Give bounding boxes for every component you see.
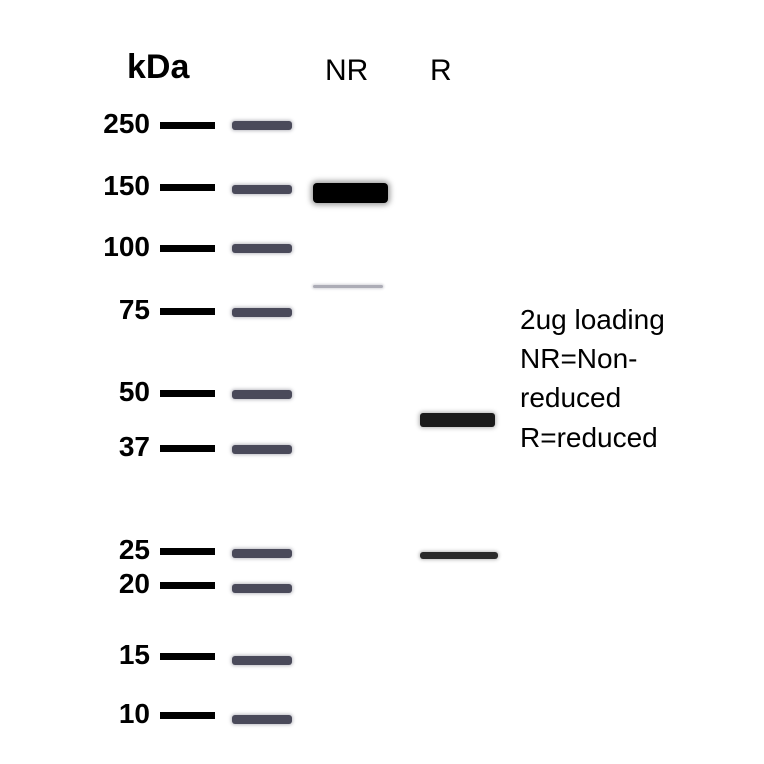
mw-tick-75 [160, 308, 215, 315]
mw-label-15: 15 [80, 639, 150, 671]
mw-label-10: 10 [80, 698, 150, 730]
ladder-band-15 [232, 656, 292, 665]
mw-label-50: 50 [80, 376, 150, 408]
annotation-line-1: NR=Non- [520, 339, 665, 378]
mw-tick-250 [160, 122, 215, 129]
unit-label: kDa [127, 48, 189, 87]
mw-tick-15 [160, 653, 215, 660]
ladder-band-37 [232, 445, 292, 454]
gel-figure: kDa NR R 250 150 100 75 50 37 25 20 15 1… [0, 0, 764, 764]
nr-band-1 [313, 285, 383, 288]
mw-label-250: 250 [80, 108, 150, 140]
ladder-band-50 [232, 390, 292, 399]
ladder-band-20 [232, 584, 292, 593]
annotation-line-3: R=reduced [520, 418, 665, 457]
ladder-band-10 [232, 715, 292, 724]
ladder-band-250 [232, 121, 292, 130]
ladder-band-100 [232, 244, 292, 253]
loading-annotation: 2ug loading NR=Non- reduced R=reduced [520, 300, 665, 457]
nr-band-0 [313, 183, 388, 203]
mw-tick-25 [160, 548, 215, 555]
lane-label-nr: NR [325, 54, 368, 88]
r-band-1 [420, 552, 498, 559]
ladder-band-150 [232, 185, 292, 194]
ladder-band-75 [232, 308, 292, 317]
annotation-line-2: reduced [520, 378, 665, 417]
r-band-0 [420, 413, 495, 427]
mw-label-75: 75 [80, 294, 150, 326]
mw-label-25: 25 [80, 534, 150, 566]
mw-tick-150 [160, 184, 215, 191]
mw-label-20: 20 [80, 568, 150, 600]
lane-label-r: R [430, 54, 452, 88]
mw-tick-50 [160, 390, 215, 397]
mw-tick-10 [160, 712, 215, 719]
mw-label-100: 100 [80, 231, 150, 263]
mw-tick-37 [160, 445, 215, 452]
mw-tick-100 [160, 245, 215, 252]
mw-tick-20 [160, 582, 215, 589]
ladder-band-25 [232, 549, 292, 558]
mw-label-37: 37 [80, 431, 150, 463]
annotation-line-0: 2ug loading [520, 300, 665, 339]
mw-label-150: 150 [80, 170, 150, 202]
